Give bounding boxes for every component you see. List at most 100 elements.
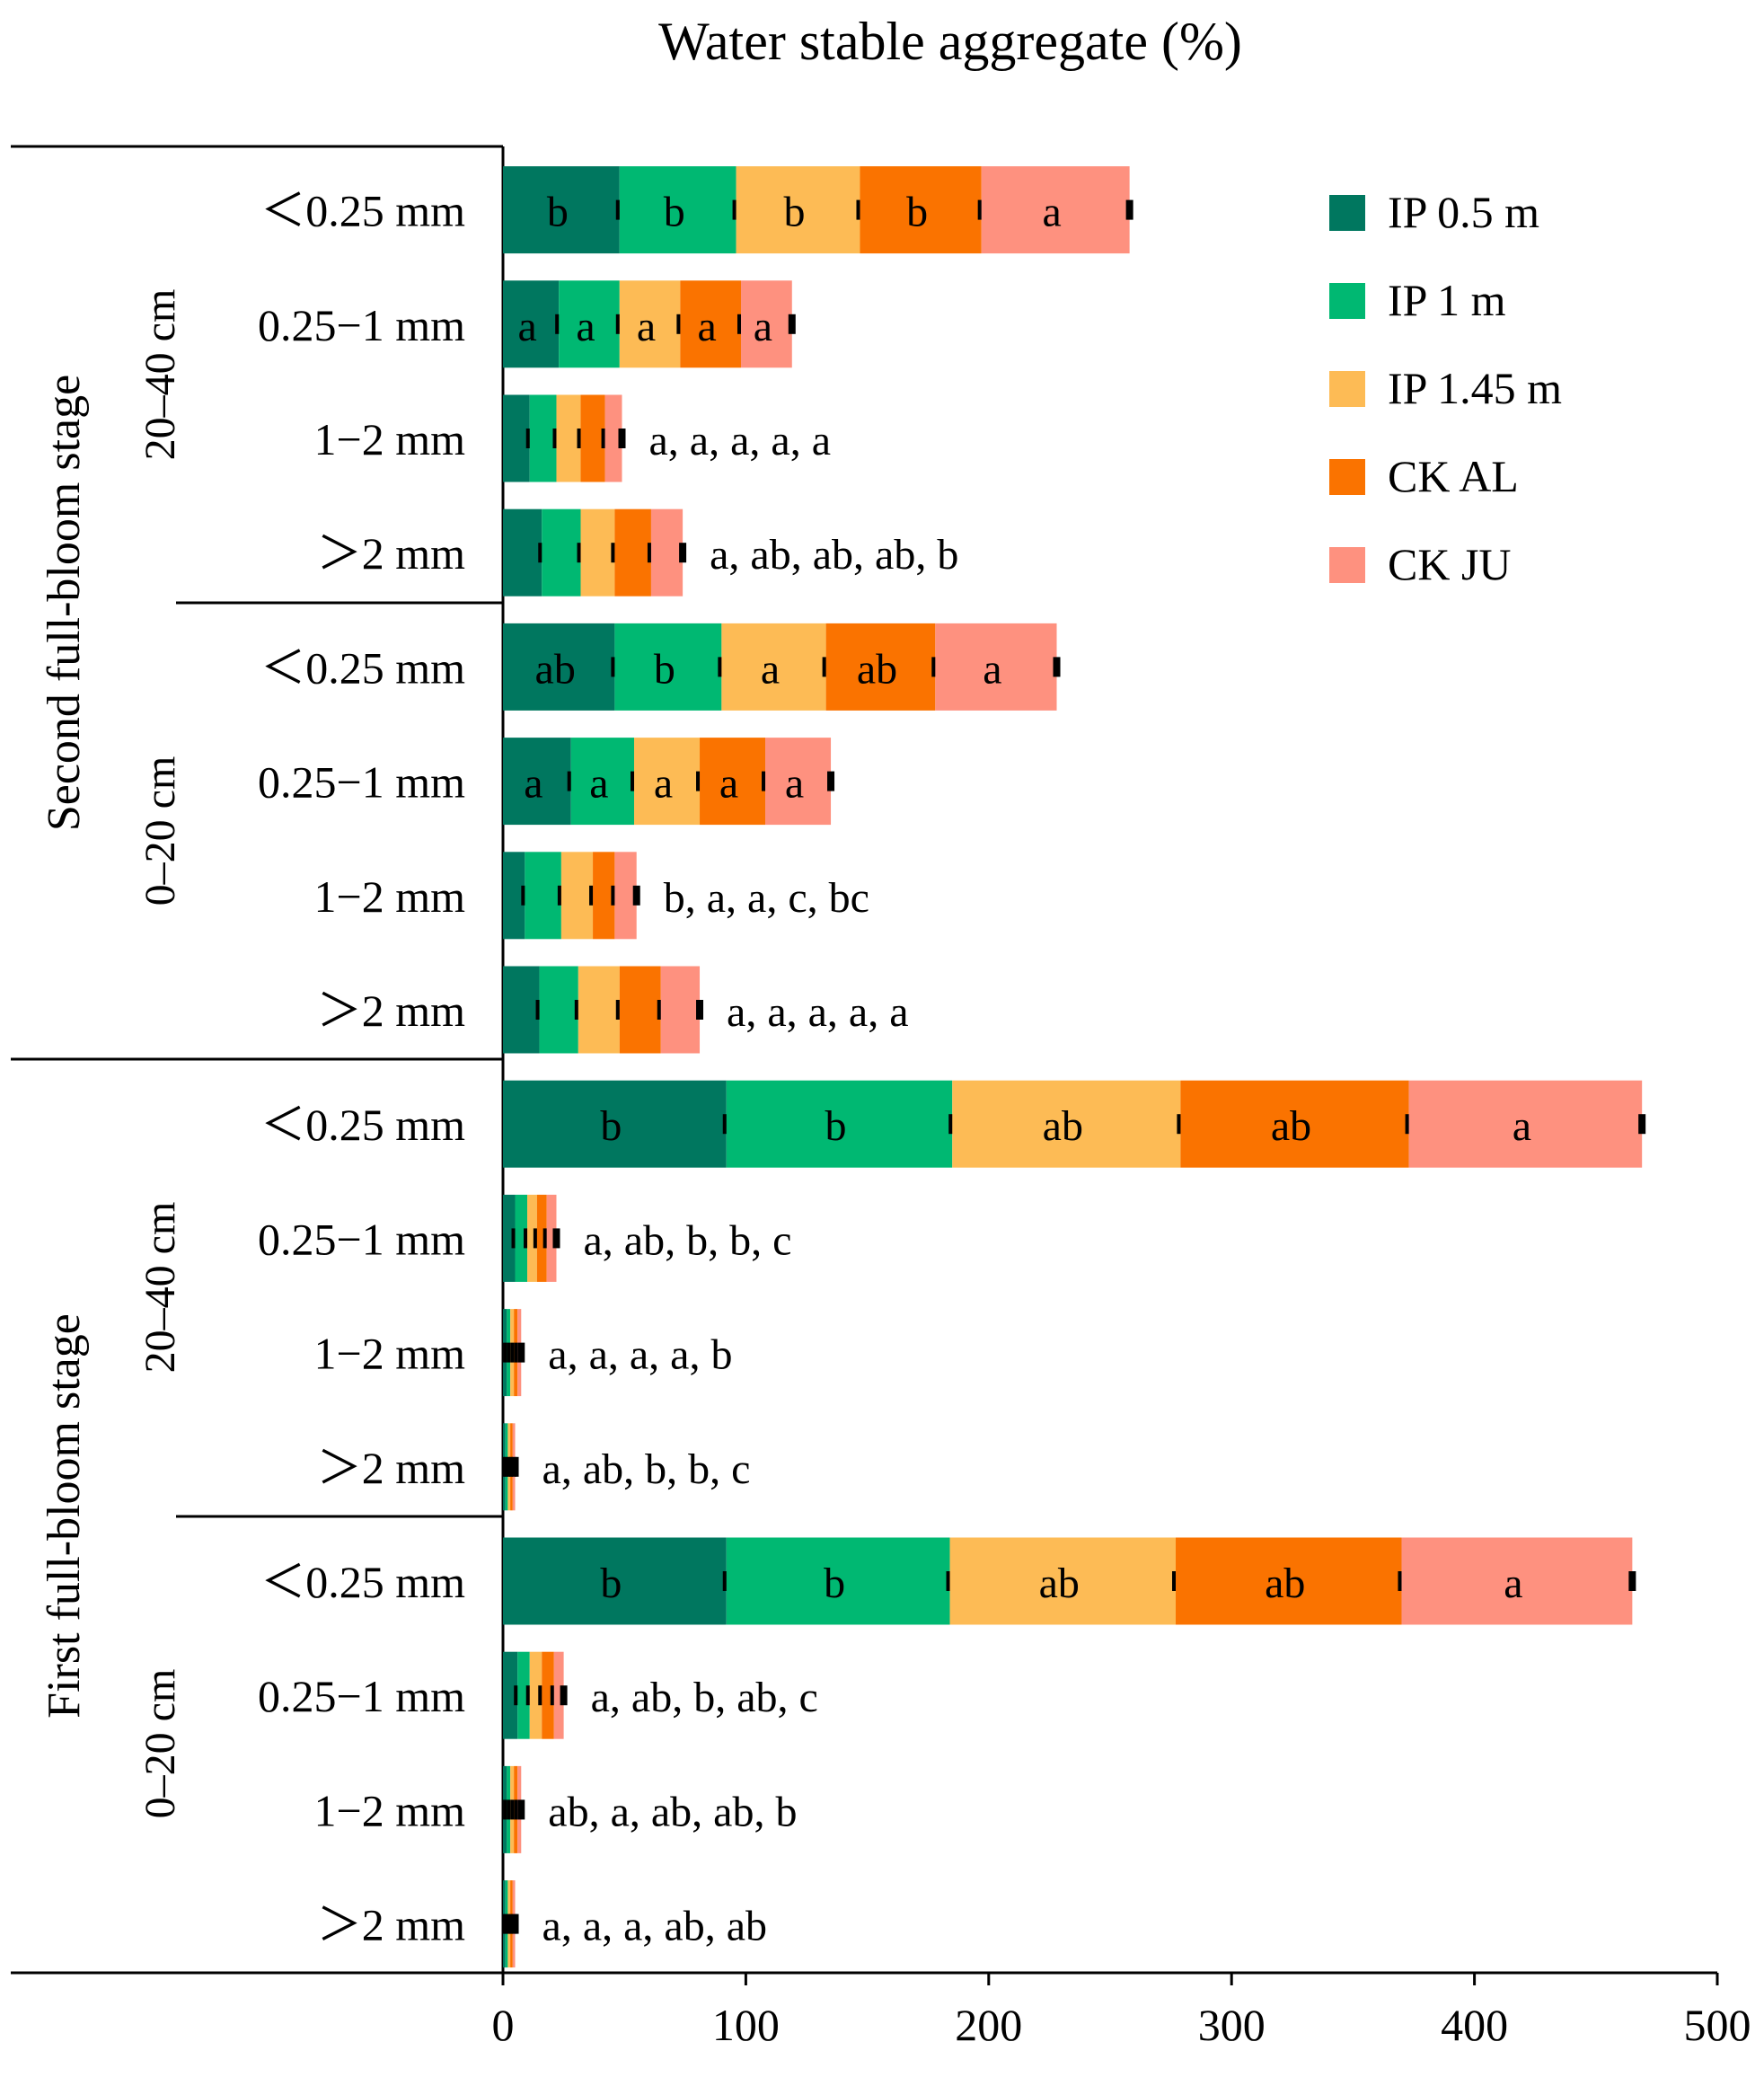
significance-letters: a, ab, b, ab, c	[591, 1674, 818, 1721]
significance-letter: b	[825, 1102, 847, 1150]
bar-segment	[556, 394, 581, 482]
significance-letter: a	[761, 645, 780, 693]
bar-segment	[503, 1194, 516, 1282]
bar-segment	[614, 508, 651, 597]
bar-segment	[503, 394, 530, 482]
bar-segment	[634, 738, 701, 826]
bar-segment	[593, 852, 615, 940]
error-bar	[632, 885, 640, 906]
size-label: 0.25−1 mm	[258, 1214, 465, 1264]
depth-label: 0–20 cm	[137, 756, 184, 906]
size-label: 1−2 mm	[314, 1785, 466, 1835]
x-tick-label: 400	[1441, 2000, 1508, 2050]
bar-segment	[825, 623, 936, 711]
bar-segment	[614, 852, 637, 940]
bar-segment	[1401, 1537, 1633, 1625]
size-label: ＜0.25 mm	[260, 1100, 465, 1150]
legend-label: CK JU	[1388, 539, 1512, 589]
bar-segment	[553, 1651, 564, 1739]
bar-segment	[539, 966, 578, 1054]
error-bar	[517, 1342, 525, 1363]
bar-segment	[503, 508, 542, 597]
bar-segment	[650, 508, 684, 597]
bar-segment	[619, 966, 661, 1054]
significance-letter: b	[654, 645, 675, 693]
size-label: 1−2 mm	[314, 871, 466, 922]
bar-segment	[660, 966, 701, 1054]
bar-segment	[546, 1194, 557, 1282]
bar-segment	[726, 1080, 953, 1168]
significance-letter: a	[1513, 1102, 1531, 1150]
legend-label: IP 1 m	[1388, 275, 1506, 325]
legend-label: CK AL	[1388, 451, 1519, 501]
bar-segment	[952, 1080, 1181, 1168]
significance-letters: a, ab, ab, ab, b	[710, 531, 958, 579]
bar-segment	[604, 394, 622, 482]
error-bar	[788, 314, 796, 334]
significance-letter: b	[784, 189, 806, 236]
bars-group: ＜0.25 mm b b b b a0.25−1 mm a a a a a1−2 mm a, a, a…	[258, 166, 1646, 1968]
significance-letter: ab	[535, 645, 576, 693]
size-label: 0.25−1 mm	[258, 757, 465, 808]
significance-letter: a	[983, 645, 1001, 693]
bar-segment	[560, 852, 594, 940]
bar-segment	[525, 852, 561, 940]
legend-label: IP 1.45 m	[1388, 363, 1562, 413]
significance-letter: a	[785, 760, 804, 808]
error-bar	[1053, 657, 1061, 677]
size-label: 1−2 mm	[314, 1329, 466, 1379]
bar-segment	[529, 394, 557, 482]
bar-segment	[503, 1537, 727, 1625]
error-bar	[1638, 1114, 1646, 1135]
bar-segment	[680, 280, 741, 368]
bar-segment	[981, 166, 1130, 254]
significance-letters: a, a, a, a, a	[648, 417, 831, 464]
size-label: 1−2 mm	[314, 414, 466, 464]
bar-segment	[503, 1080, 727, 1168]
significance-letter: b	[906, 189, 928, 236]
size-label: ＞2 mm	[317, 1900, 465, 1950]
bar-segment	[503, 966, 540, 1054]
significance-letter: ab	[1043, 1102, 1083, 1150]
bar-segment	[1180, 1080, 1409, 1168]
significance-letters: a, a, a, a, a	[727, 988, 909, 1036]
bar-segment	[1408, 1080, 1643, 1168]
bar-segment	[736, 166, 860, 254]
depth-label: 20–40 cm	[137, 289, 184, 461]
bar-segment	[740, 280, 792, 368]
bar-segment	[619, 280, 681, 368]
x-tick-label: 500	[1684, 2000, 1751, 2050]
bar-segment	[580, 508, 615, 597]
significance-letters: ab, a, ab, ab, b	[548, 1788, 797, 1835]
bar-segment	[503, 623, 615, 711]
bar-segment	[614, 623, 722, 711]
significance-letters: a, a, a, a, b	[548, 1331, 732, 1379]
error-bar	[618, 429, 626, 448]
bar-segment	[765, 738, 832, 826]
x-tick-label: 100	[712, 2000, 780, 2050]
error-bar	[517, 1799, 525, 1820]
bar-segment	[527, 1194, 537, 1282]
bar-segment	[515, 1194, 528, 1282]
x-tick-label: 0	[492, 2000, 515, 2050]
bar-segment	[580, 394, 605, 482]
bar-segment	[935, 623, 1057, 711]
error-bar	[827, 771, 835, 791]
size-label: 0.25−1 mm	[258, 300, 465, 350]
stage-label: Second full-bloom stage	[39, 375, 90, 831]
legend-swatch	[1329, 283, 1365, 319]
chart-frame: Second full-bloom stage 20–40 cm 0–20 cm Fi…	[11, 145, 505, 1973]
significance-letter: b	[547, 189, 569, 236]
significance-letter: a	[576, 303, 595, 350]
size-label: ＞2 mm	[317, 528, 465, 579]
bar-segment	[721, 623, 826, 711]
error-bar	[679, 543, 687, 563]
significance-letter: b	[600, 1560, 622, 1607]
legend-swatch	[1329, 195, 1365, 231]
significance-letter: a	[719, 760, 738, 808]
bar-segment	[570, 738, 635, 826]
error-bar	[1125, 199, 1133, 220]
significance-letter: a	[524, 760, 542, 808]
significance-letters: b, a, a, c, bc	[664, 874, 869, 922]
x-tick-label: 300	[1198, 2000, 1266, 2050]
